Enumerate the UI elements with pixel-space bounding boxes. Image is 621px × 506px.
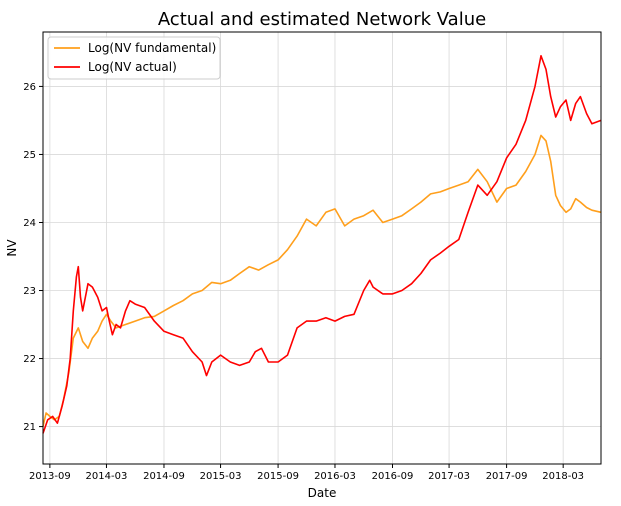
y-tick-label: 24 xyxy=(23,218,36,229)
y-tick-label: 25 xyxy=(23,150,36,161)
y-tick-label: 23 xyxy=(23,286,36,297)
chart-title: Actual and estimated Network Value xyxy=(158,9,486,30)
series-layer xyxy=(42,55,602,434)
x-tick-label: 2018-03 xyxy=(542,471,584,482)
legend: Log(NV fundamental) Log(NV actual) xyxy=(47,36,221,80)
x-tick-label: 2013-09 xyxy=(29,471,71,482)
legend-label-fundamental: Log(NV fundamental) xyxy=(88,41,216,55)
y-tick-label: 26 xyxy=(23,82,36,93)
y-tick-label: 22 xyxy=(23,354,36,365)
legend-box xyxy=(47,36,221,80)
x-tick-label: 2016-03 xyxy=(314,471,356,482)
legend-label-actual: Log(NV actual) xyxy=(88,60,177,74)
x-tick-label: 2016-09 xyxy=(372,471,414,482)
series-line-fundamental xyxy=(42,134,602,427)
x-tick-label: 2017-03 xyxy=(428,471,470,482)
plot-frame xyxy=(42,31,602,465)
series-line-actual xyxy=(42,55,602,434)
x-tick-label: 2017-09 xyxy=(486,471,528,482)
x-tick-label: 2014-09 xyxy=(143,471,185,482)
ticks: 2013-09 2014-03 2014-09 2015-03 2015-09 2016-… xyxy=(23,82,584,482)
grid xyxy=(43,32,601,464)
x-tick-label: 2015-09 xyxy=(257,471,299,482)
x-tick-label: 2014-03 xyxy=(86,471,128,482)
x-axis-label: Date xyxy=(308,486,337,500)
y-tick-label: 21 xyxy=(23,422,36,433)
y-axis-label: NV xyxy=(5,239,19,257)
x-tick-label: 2015-03 xyxy=(200,471,242,482)
